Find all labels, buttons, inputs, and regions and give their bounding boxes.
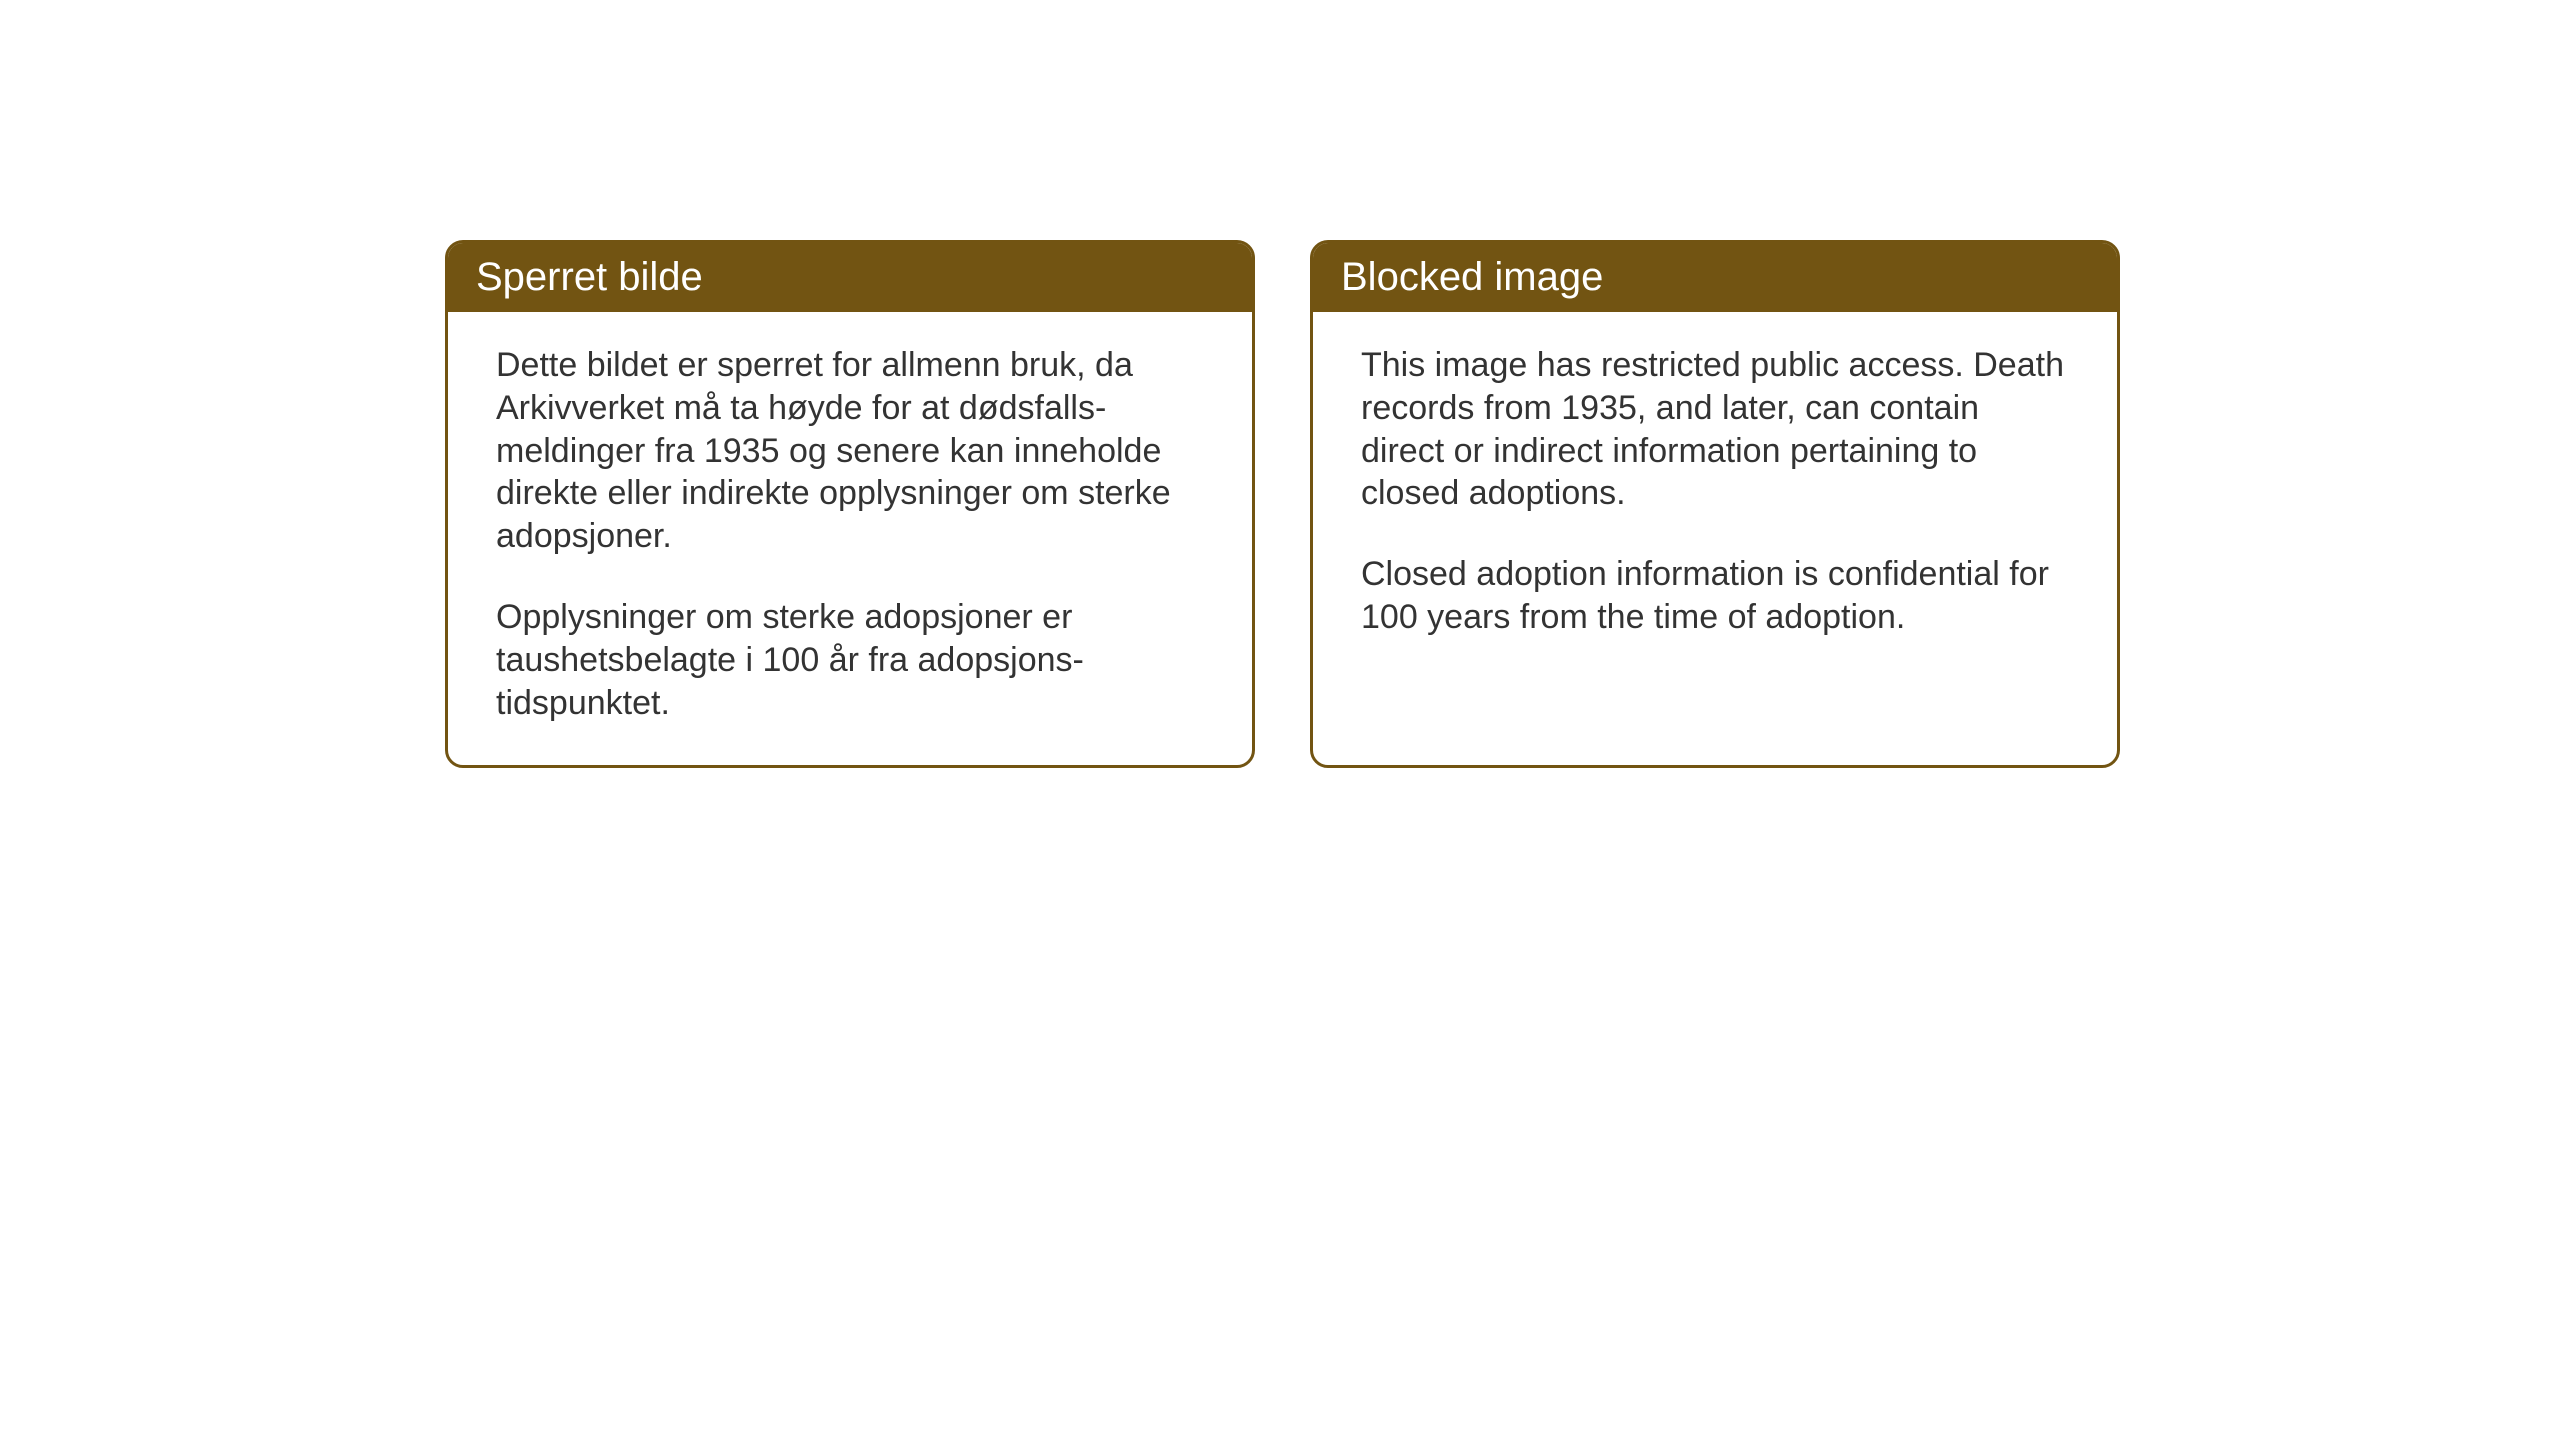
norwegian-notice-card: Sperret bilde Dette bildet er sperret fo…	[445, 240, 1255, 768]
english-notice-card: Blocked image This image has restricted …	[1310, 240, 2120, 768]
english-paragraph-2: Closed adoption information is confident…	[1361, 553, 2069, 639]
english-paragraph-1: This image has restricted public access.…	[1361, 344, 2069, 515]
norwegian-paragraph-2: Opplysninger om sterke adopsjoner er tau…	[496, 596, 1204, 724]
notice-cards-container: Sperret bilde Dette bildet er sperret fo…	[445, 240, 2120, 768]
english-card-body: This image has restricted public access.…	[1313, 312, 2117, 742]
norwegian-card-body: Dette bildet er sperret for allmenn bruk…	[448, 312, 1252, 765]
norwegian-card-title: Sperret bilde	[448, 243, 1252, 312]
english-card-title: Blocked image	[1313, 243, 2117, 312]
norwegian-paragraph-1: Dette bildet er sperret for allmenn bruk…	[496, 344, 1204, 558]
